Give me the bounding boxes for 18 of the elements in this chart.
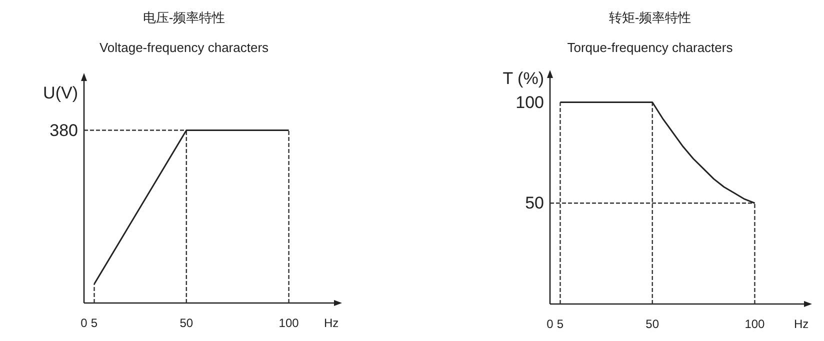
x-axis-title: Hz: [794, 317, 809, 331]
chart-title: 转矩-频率特性: [608, 10, 692, 25]
annotation: 380: [50, 120, 78, 140]
x-tick-label: 0: [546, 317, 554, 331]
chart-subtitle: Voltage-frequency characters: [99, 40, 270, 55]
x-axis-title: Hz: [324, 316, 339, 330]
chart-title: 电压-频率特性: [142, 10, 226, 25]
x-tick-label: 5: [556, 317, 564, 331]
x-tick-label: 5: [90, 316, 98, 330]
x-tick-label: 100: [744, 317, 766, 331]
x-tick-label: 0: [80, 316, 88, 330]
y-axis-title: T (%): [502, 68, 544, 88]
y-axis-title: U(V): [43, 84, 78, 102]
x-tick-label: 100: [278, 316, 300, 330]
chart-subtitle: Torque-frequency characters: [567, 40, 734, 55]
line-series: [559, 102, 756, 204]
x-tick-label: 50: [180, 316, 194, 330]
x-tick-label: 50: [646, 317, 660, 331]
